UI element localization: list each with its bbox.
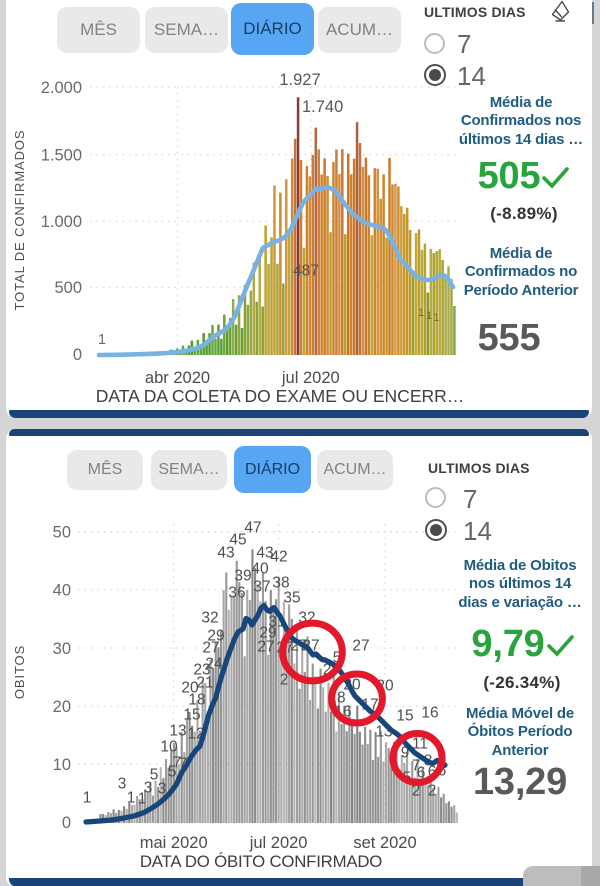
svg-text:15: 15 bbox=[396, 707, 413, 724]
svg-text:1: 1 bbox=[418, 307, 424, 319]
svg-text:10: 10 bbox=[160, 738, 178, 755]
svg-text:1.500: 1.500 bbox=[41, 146, 82, 164]
svg-text:DATA DO ÓBITO CONFIRMADO: DATA DO ÓBITO CONFIRMADO bbox=[140, 852, 382, 871]
svg-text:1: 1 bbox=[426, 310, 432, 322]
svg-text:23: 23 bbox=[193, 661, 210, 678]
svg-text:0: 0 bbox=[62, 814, 71, 832]
svg-text:1.927: 1.927 bbox=[279, 71, 320, 89]
svg-text:1.000: 1.000 bbox=[41, 213, 82, 231]
svg-text:2: 2 bbox=[412, 782, 421, 799]
svg-text:3: 3 bbox=[158, 780, 167, 797]
svg-text:43: 43 bbox=[256, 544, 273, 561]
svg-text:40: 40 bbox=[53, 582, 71, 600]
svg-text:13: 13 bbox=[169, 722, 186, 739]
svg-text:6: 6 bbox=[428, 763, 437, 780]
svg-text:2: 2 bbox=[280, 671, 289, 688]
svg-text:1: 1 bbox=[83, 789, 92, 806]
svg-text:set 2020: set 2020 bbox=[353, 834, 416, 852]
svg-text:3: 3 bbox=[118, 775, 127, 792]
svg-text:7: 7 bbox=[173, 754, 182, 771]
svg-text:1.740: 1.740 bbox=[302, 98, 343, 116]
svg-text:9: 9 bbox=[401, 744, 410, 761]
svg-text:5: 5 bbox=[168, 763, 177, 780]
svg-text:500: 500 bbox=[54, 279, 82, 297]
svg-text:29: 29 bbox=[259, 624, 276, 641]
svg-text:20: 20 bbox=[53, 698, 71, 716]
svg-text:15: 15 bbox=[183, 706, 200, 723]
svg-text:487: 487 bbox=[293, 262, 319, 279]
svg-text:2: 2 bbox=[428, 782, 437, 799]
svg-text:TOTAL DE CONFIRMADOS: TOTAL DE CONFIRMADOS bbox=[12, 130, 27, 311]
svg-text:7: 7 bbox=[412, 757, 421, 774]
svg-text:36: 36 bbox=[228, 584, 245, 601]
svg-text:32: 32 bbox=[201, 609, 218, 626]
svg-text:38: 38 bbox=[272, 574, 289, 591]
svg-text:21: 21 bbox=[196, 674, 213, 691]
svg-text:1: 1 bbox=[433, 312, 439, 324]
svg-text:11: 11 bbox=[412, 735, 428, 752]
svg-text:30: 30 bbox=[53, 640, 71, 658]
svg-text:1: 1 bbox=[138, 790, 147, 807]
svg-text:40: 40 bbox=[251, 560, 269, 577]
svg-text:37: 37 bbox=[253, 578, 270, 595]
svg-text:16: 16 bbox=[421, 704, 438, 721]
svg-text:27: 27 bbox=[202, 639, 219, 656]
svg-text:5: 5 bbox=[333, 649, 342, 666]
svg-text:1: 1 bbox=[127, 789, 136, 806]
svg-text:10: 10 bbox=[53, 756, 71, 774]
svg-text:7: 7 bbox=[179, 755, 188, 772]
svg-text:2: 2 bbox=[323, 661, 332, 678]
svg-text:5: 5 bbox=[150, 766, 159, 783]
svg-text:6: 6 bbox=[417, 764, 426, 781]
svg-text:50: 50 bbox=[53, 524, 71, 542]
svg-text:39: 39 bbox=[234, 567, 251, 584]
svg-text:27: 27 bbox=[257, 638, 274, 655]
svg-text:2.000: 2.000 bbox=[41, 79, 82, 97]
svg-text:mai 2020: mai 2020 bbox=[140, 834, 208, 852]
svg-text:20: 20 bbox=[181, 679, 199, 696]
svg-text:0: 0 bbox=[73, 346, 82, 364]
svg-text:29: 29 bbox=[207, 627, 224, 644]
svg-text:27: 27 bbox=[352, 637, 369, 654]
svg-text:18: 18 bbox=[188, 691, 205, 708]
svg-text:24: 24 bbox=[205, 655, 223, 672]
svg-text:jul 2020: jul 2020 bbox=[281, 369, 340, 387]
svg-text:OBITOS: OBITOS bbox=[12, 645, 27, 699]
svg-text:DATA DA COLETA DO EXAME OU ENC: DATA DA COLETA DO EXAME OU ENCERR… bbox=[96, 386, 465, 406]
svg-text:3: 3 bbox=[144, 779, 153, 796]
svg-text:45: 45 bbox=[229, 531, 246, 548]
svg-text:35: 35 bbox=[283, 589, 300, 606]
svg-text:jul 2020: jul 2020 bbox=[249, 834, 308, 852]
svg-text:47: 47 bbox=[244, 519, 261, 536]
svg-text:abr 2020: abr 2020 bbox=[145, 369, 210, 387]
svg-text:43: 43 bbox=[217, 544, 234, 561]
svg-text:42: 42 bbox=[270, 548, 287, 565]
svg-text:1: 1 bbox=[98, 332, 106, 348]
